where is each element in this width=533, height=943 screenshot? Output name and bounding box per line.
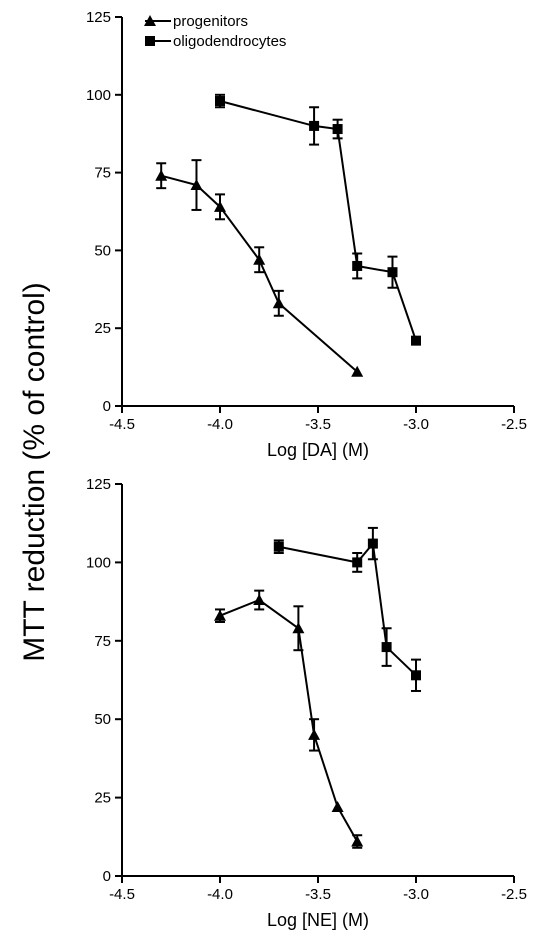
data-point [309, 120, 320, 131]
data-point [352, 557, 363, 568]
x-tick-label: -4.0 [207, 416, 233, 433]
y-tick-label: 50 [94, 711, 111, 728]
chart-norepinephrine: 0 25 50 75 100 125 -4.5 -4.0 -3.5 -3.0 -2.5 Log [NE… [86, 476, 527, 930]
y-tick-label: 50 [94, 242, 111, 259]
legend-label: progenitors [173, 13, 248, 30]
y-tick-label: 100 [86, 554, 111, 571]
series-oligodendrocytes [273, 526, 421, 692]
y-tick-label: 125 [86, 9, 111, 26]
y-tick-label: 100 [86, 87, 111, 104]
y-tick-label: 125 [86, 476, 111, 493]
data-point [215, 96, 225, 107]
x-tick-label: -3.0 [403, 886, 429, 903]
data-point [253, 253, 266, 265]
series-line [219, 598, 359, 842]
data-point [272, 297, 285, 309]
x-axis-title: Log [DA] (M) [267, 440, 369, 460]
data-point [253, 594, 266, 606]
y-tick-label: 75 [94, 165, 111, 182]
series-oligodendrocytes [215, 93, 421, 346]
y-tick-label: 25 [94, 790, 111, 807]
data-point [214, 200, 226, 212]
data-point [351, 365, 364, 377]
data-point [411, 670, 421, 681]
data-point [367, 538, 378, 549]
legend: progenitors oligodendrocytes [144, 13, 286, 50]
series-progenitors [214, 589, 364, 849]
data-point [352, 260, 363, 271]
x-tick-label: -2.5 [501, 886, 527, 903]
data-point [351, 835, 364, 847]
data-point [273, 541, 284, 552]
x-axis-title: Log [NE] (M) [267, 910, 369, 930]
data-point [411, 335, 421, 346]
x-tick-label: -4.0 [207, 886, 233, 903]
y-tick-label: 0 [103, 398, 111, 415]
x-tick-label: -4.5 [109, 886, 135, 903]
data-point [292, 622, 305, 634]
shared-y-axis-label: MTT reduction (% of control) [18, 282, 51, 662]
y-tick-label: 25 [94, 320, 111, 337]
x-tick-label: -3.0 [403, 416, 429, 433]
x-tick-label: -4.5 [109, 416, 135, 433]
y-tick-label: 75 [94, 633, 111, 650]
series-progenitors [155, 159, 364, 377]
data-point [214, 609, 226, 621]
data-point [308, 728, 321, 740]
data-point [155, 169, 168, 181]
data-point [387, 267, 398, 278]
x-tick-label: -3.5 [305, 886, 331, 903]
legend-marker [144, 15, 156, 26]
x-tick-label: -3.5 [305, 416, 331, 433]
y-tick-label: 0 [103, 868, 111, 885]
series-line [160, 174, 358, 373]
data-point [190, 179, 203, 191]
data-point [381, 642, 392, 653]
series-line [219, 100, 417, 341]
x-tick-label: -2.5 [501, 416, 527, 433]
data-point [332, 124, 343, 135]
chart-dopamine: 0 25 50 75 100 125 -4.5 -4.0 -3.5 -3.0 -2.5 Log [DA… [86, 9, 527, 460]
legend-label: oligodendrocytes [173, 33, 286, 50]
legend-marker [145, 36, 155, 46]
data-point [331, 801, 344, 813]
